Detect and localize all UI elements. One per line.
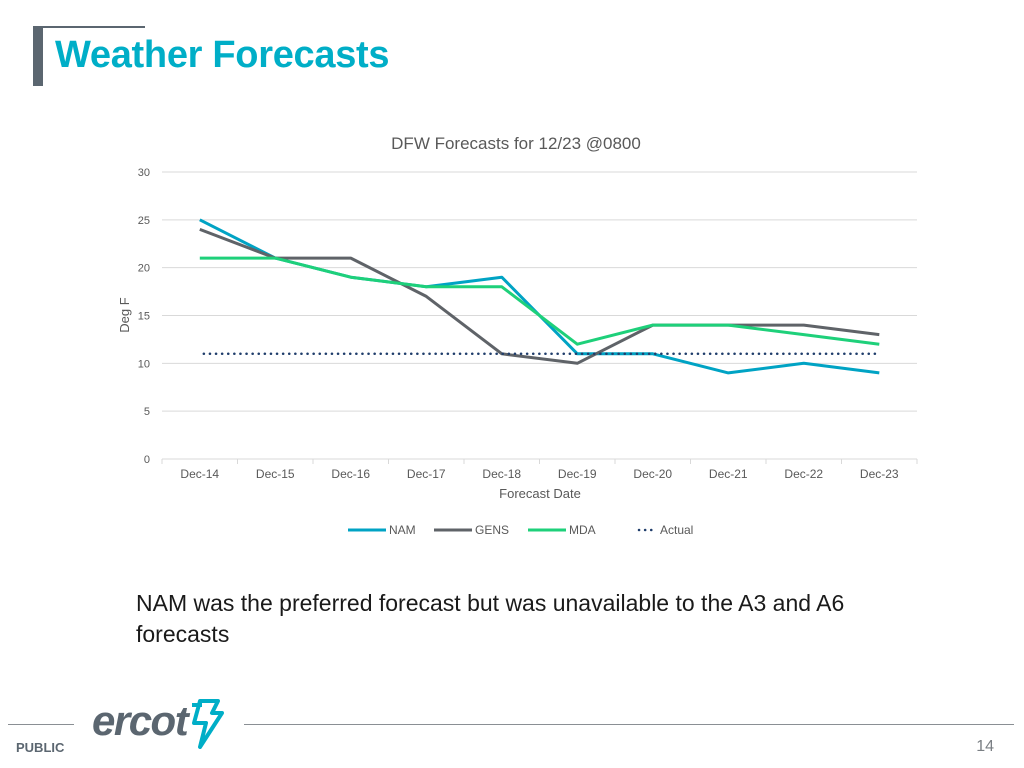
legend-label: Actual	[660, 523, 693, 537]
x-tick-label: Dec-23	[860, 467, 899, 481]
x-tick-label: Dec-20	[633, 467, 672, 481]
classification-label: PUBLIC	[16, 740, 65, 755]
page-title: Weather Forecasts	[55, 34, 390, 76]
chart-svg: DFW Forecasts for 12/23 @0800 0 5 10 15 20 25…	[117, 134, 918, 537]
x-tick-label: Dec-22	[784, 467, 823, 481]
slide-note: NAM was the preferred forecast but was u…	[136, 590, 845, 647]
x-tick-label: Dec-16	[331, 467, 370, 481]
x-tick-labels: Dec-14 Dec-15 Dec-16 Dec-17 Dec-18 Dec-19 Dec-…	[180, 467, 899, 481]
x-axis-label: Forecast Date	[499, 486, 581, 501]
chart-legend: NAM GENS MDA Actual	[348, 523, 693, 537]
legend-item-gens: GENS	[434, 523, 509, 537]
y-tick-label: 20	[138, 263, 150, 275]
x-tick-label: Dec-14	[180, 467, 219, 481]
series-line-gens	[199, 227, 880, 365]
y-tick-label: 5	[144, 406, 150, 418]
x-tick-label: Dec-19	[558, 467, 597, 481]
legend-item-nam: NAM	[348, 523, 416, 537]
y-tick-label: 0	[144, 454, 150, 466]
chart-series	[199, 218, 881, 375]
logo-wordmark: ercot	[92, 697, 189, 744]
series-line-nam	[199, 218, 880, 375]
x-tick-label: Dec-15	[256, 467, 295, 481]
title-bracket-top	[33, 26, 145, 28]
y-axis-label: Deg F	[117, 297, 132, 332]
legend-label: GENS	[475, 523, 509, 537]
title-bracket	[33, 26, 145, 86]
footer-divider-right	[244, 724, 1014, 725]
x-tick-label: Dec-18	[482, 467, 521, 481]
legend-label: MDA	[569, 523, 596, 537]
ercot-logo: ercot	[92, 697, 232, 753]
x-tick-label: Dec-17	[407, 467, 446, 481]
y-tick-label: 10	[138, 358, 150, 370]
title-bracket-bar	[33, 26, 43, 86]
line-chart: DFW Forecasts for 12/23 @0800 0 5 10 15 20 25…	[100, 125, 940, 555]
y-tick-labels: 0 5 10 15 20 25 30	[138, 167, 150, 466]
y-tick-label: 30	[138, 167, 150, 179]
legend-item-mda: MDA	[528, 523, 596, 537]
footer-divider-left	[8, 724, 74, 725]
chart-grid	[161, 171, 918, 464]
y-tick-label: 15	[138, 311, 150, 323]
lightning-bolt-icon	[192, 699, 224, 749]
legend-item-actual: Actual	[637, 523, 693, 537]
page-number: 14	[976, 738, 994, 755]
x-tick-label: Dec-21	[709, 467, 748, 481]
series-line-mda	[199, 256, 880, 346]
y-tick-label: 25	[138, 215, 150, 227]
legend-label: NAM	[389, 523, 416, 537]
chart-title: DFW Forecasts for 12/23 @0800	[391, 134, 641, 153]
